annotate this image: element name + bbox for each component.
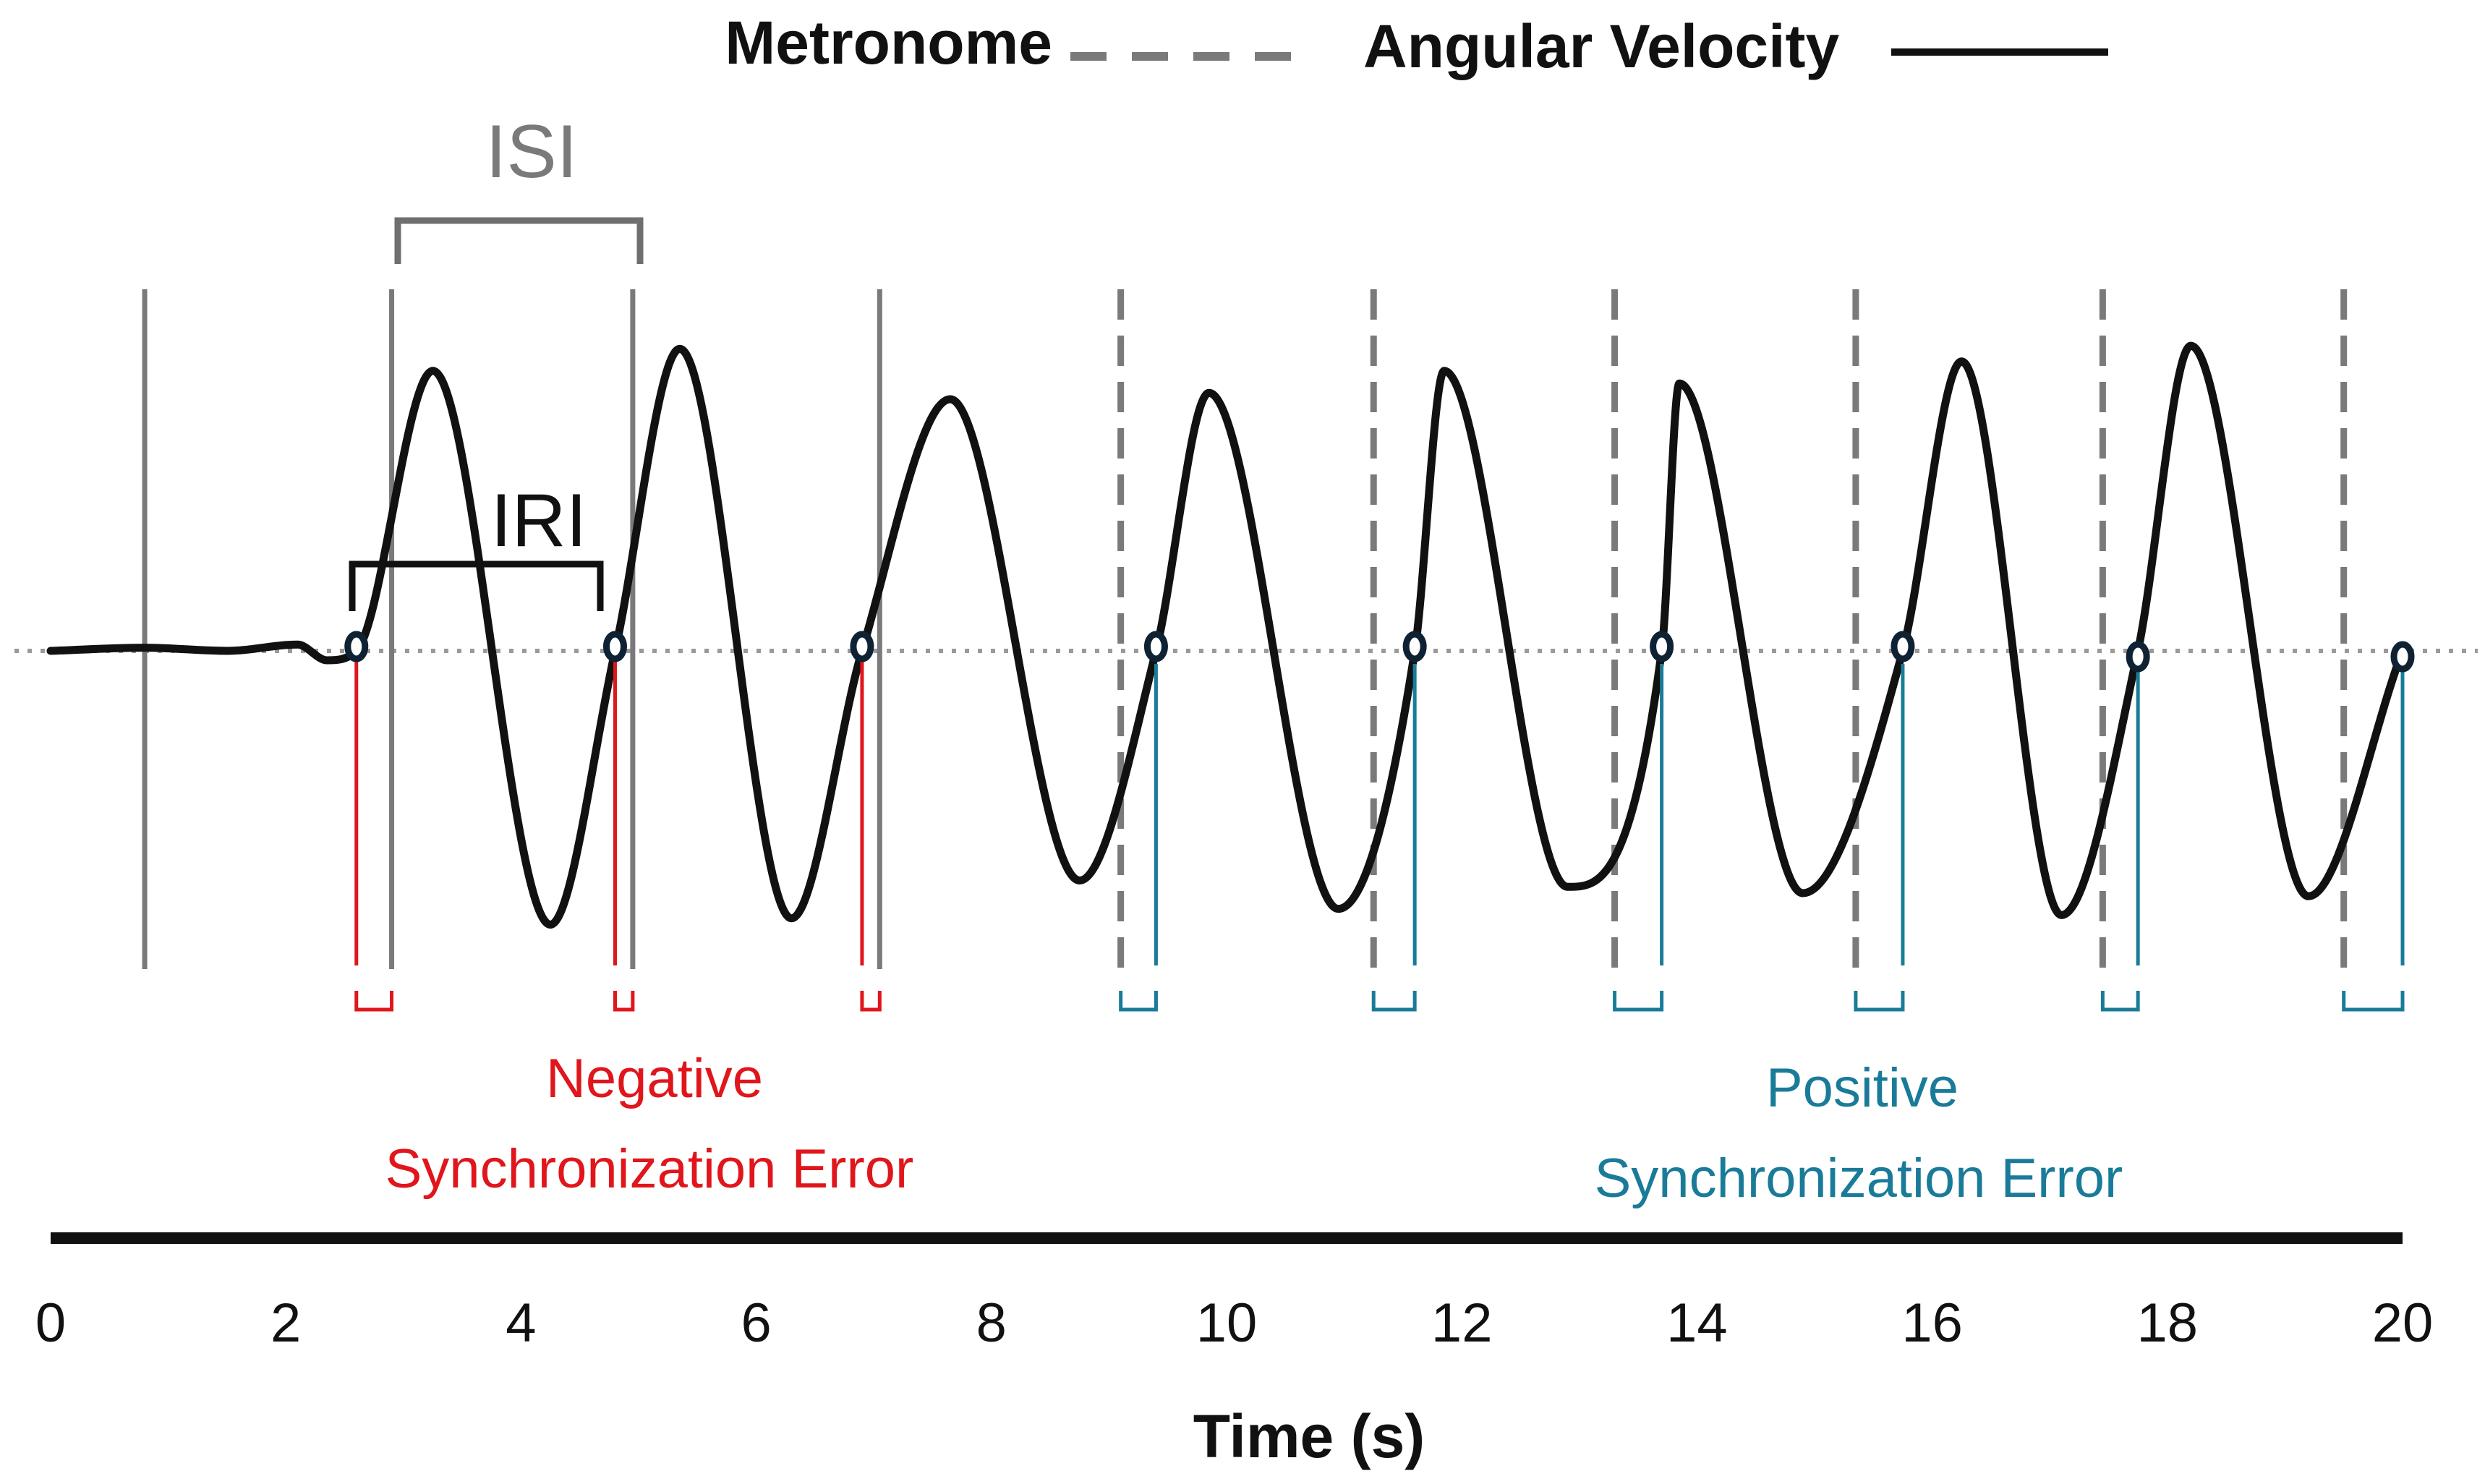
x-tick-label-14: 14	[1666, 1292, 1728, 1354]
metronome-layer	[142, 289, 2348, 969]
curve-layer	[46, 341, 2407, 929]
x-tick-label-0: 0	[35, 1292, 66, 1354]
iri-annotation: IRI	[349, 479, 604, 611]
x-tick-label-20: 20	[2372, 1292, 2434, 1354]
x-tick-label-10: 10	[1196, 1292, 1258, 1354]
sync-error-bracket-8	[2100, 991, 2140, 1012]
x-tick-label-18: 18	[2137, 1292, 2199, 1354]
sync-error-bracket-2	[613, 991, 635, 1012]
negative-error-line-2: Synchronization Error	[385, 1138, 914, 1200]
positive-error-line-2: Synchronization Error	[1595, 1148, 2123, 1209]
zero-crossing-marker-2	[602, 631, 627, 662]
x-axis-title: Time (s)	[1193, 1402, 1425, 1470]
x-tick-label-6: 6	[741, 1292, 771, 1354]
positive-error-line-1: Positive	[1766, 1057, 1958, 1119]
zero-crossing-marker-3	[850, 631, 874, 662]
legend: Metronome Angular Velocity	[725, 9, 2108, 80]
zero-crossing-marker-8	[2126, 641, 2150, 673]
zero-crossing-marker-5	[1402, 631, 1427, 662]
sync-error-bracket-9	[2342, 991, 2405, 1012]
error-layer	[354, 657, 2405, 1012]
sync-error-bracket-3	[860, 991, 882, 1012]
sync-error-bracket-5	[1371, 991, 1417, 1012]
x-tick-label-12: 12	[1431, 1292, 1493, 1354]
x-axis: 0 2 4 6 8 10 12 14 16 18 20	[35, 1232, 2434, 1354]
sync-error-bracket-6	[1613, 991, 1664, 1012]
iri-label: IRI	[491, 479, 587, 563]
iri-bracket	[349, 560, 604, 611]
zero-crossing-marker-1	[344, 631, 369, 662]
sync-error-bracket-7	[1854, 991, 1905, 1012]
x-tick-label-8: 8	[976, 1292, 1007, 1354]
zero-crossing-marker-6	[1650, 631, 1674, 662]
angular-velocity-line	[46, 341, 2407, 929]
x-tick-label-2: 2	[270, 1292, 301, 1354]
sync-error-bracket-1	[354, 991, 394, 1012]
positive-error-label: Positive Synchronization Error	[1595, 1057, 2123, 1209]
negative-error-line-1: Negative	[546, 1048, 763, 1109]
zero-crossing-marker-7	[1891, 631, 1915, 662]
negative-error-label: Negative Synchronization Error	[385, 1048, 914, 1200]
isi-bracket	[394, 217, 644, 264]
zero-crossing-marker-4	[1143, 631, 1168, 662]
isi-label: ISI	[485, 110, 577, 194]
zero-crossing-marker-9	[2390, 641, 2415, 673]
legend-label-metronome: Metronome	[725, 9, 1052, 77]
isi-annotation: ISI	[394, 110, 644, 264]
marker-layer	[344, 631, 2415, 673]
x-tick-label-4: 4	[506, 1292, 536, 1354]
x-tick-label-16: 16	[1901, 1292, 1963, 1354]
legend-label-angular-velocity: Angular Velocity	[1363, 12, 1839, 80]
sync-error-bracket-4	[1119, 991, 1158, 1012]
